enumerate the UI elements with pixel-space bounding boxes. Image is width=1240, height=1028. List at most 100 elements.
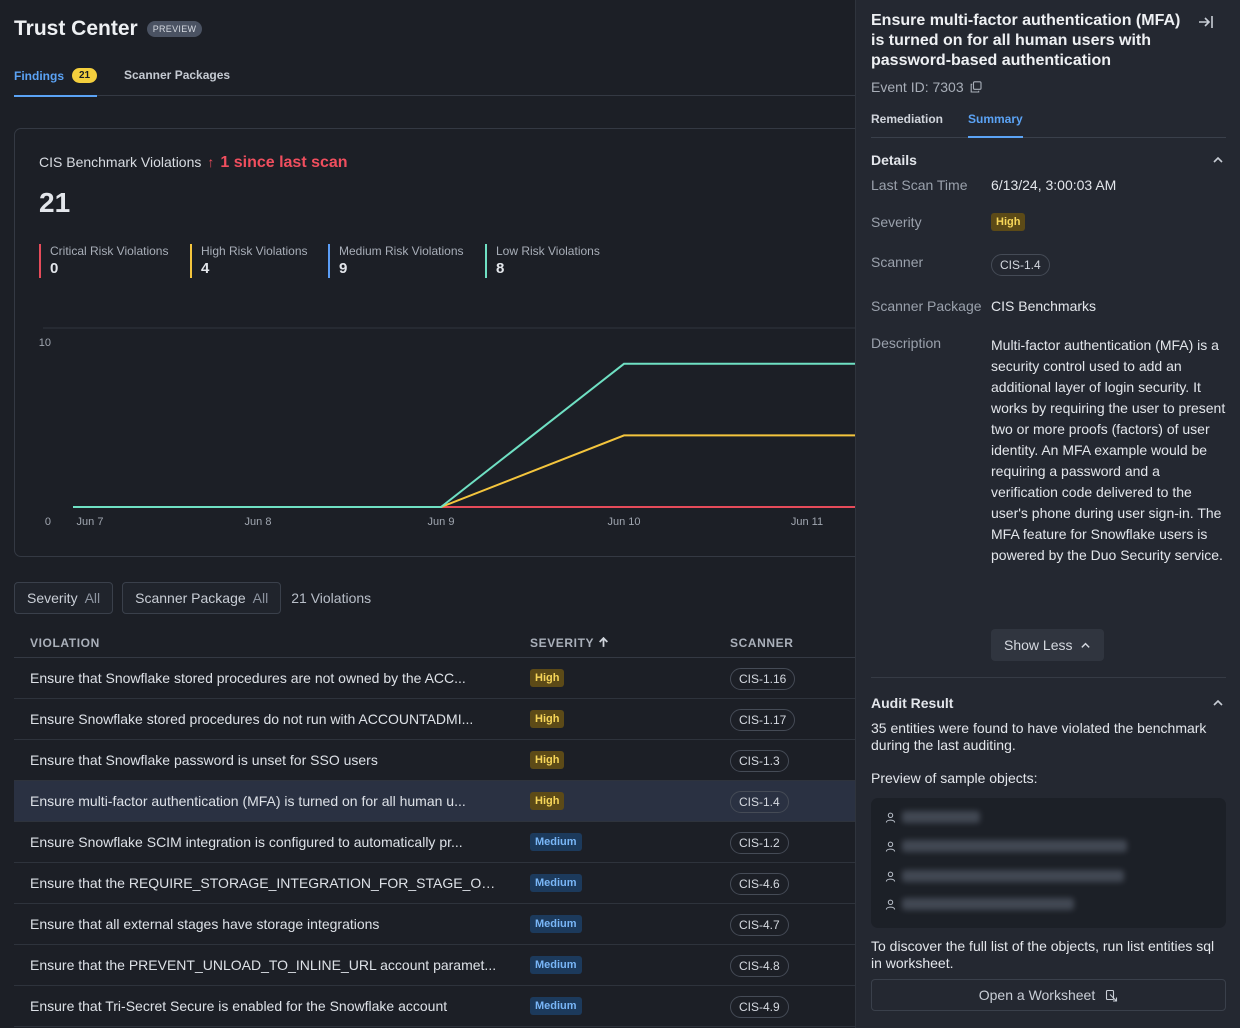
medium-risk-label: Medium Risk Violations (339, 244, 464, 258)
sample-object (885, 840, 1127, 852)
audit-summary-text: 35 entities were found to have violated … (871, 720, 1207, 753)
preview-label: Preview of sample objects: (871, 770, 1038, 786)
severity-filter[interactable]: Severity All (14, 582, 114, 614)
detail-panel: Ensure multi-factor authentication (MFA)… (855, 0, 1240, 1028)
chevron-up-icon (1081, 642, 1091, 648)
column-header-violation[interactable]: VIOLATION (30, 636, 100, 650)
medium-risk-stat: Medium Risk Violations 9 (328, 244, 464, 278)
sample-objects-list (871, 798, 1226, 928)
scanner-badge: CIS-4.9 (730, 996, 789, 1018)
violation-title: Ensure that Tri-Secret Secure is enabled… (30, 998, 448, 1014)
since-last-scan: 1 since last scan (220, 154, 348, 171)
user-icon (885, 812, 896, 823)
violation-title: Ensure that the REQUIRE_STORAGE_INTEGRAT… (30, 875, 500, 891)
title-row: Trust Center PREVIEW (14, 17, 203, 41)
tab-findings[interactable]: Findings 21 (14, 68, 98, 97)
severity-badge: Medium (530, 956, 582, 974)
scanner-badge: CIS-1.16 (730, 668, 796, 690)
filter-bar: Severity All Scanner Package All 21 Viol… (14, 582, 371, 614)
event-id-text: Event ID: 7303 (871, 79, 964, 95)
severity-badge: High (530, 710, 565, 728)
scanner-package-label: Scanner Package (871, 298, 982, 314)
table-row[interactable]: Ensure multi-factor authentication (MFA)… (14, 781, 855, 822)
violations-table: VIOLATION SEVERITY SCANNER Ensure that S… (14, 626, 855, 1027)
severity-label: Severity (871, 214, 922, 230)
sample-object (885, 811, 980, 823)
details-section-header[interactable]: Details (871, 152, 1226, 168)
critical-risk-stat: Critical Risk Violations 0 (39, 244, 168, 278)
high-risk-stat: High Risk Violations 4 (190, 244, 308, 278)
violation-title: Ensure that Snowflake stored procedures … (30, 670, 466, 686)
severity-badge: Medium (530, 997, 582, 1015)
severity-badge: High (530, 669, 565, 687)
redacted-object-name (902, 870, 1124, 882)
description-text: Multi-factor authentication (MFA) is a s… (991, 337, 1226, 563)
chevron-up-icon[interactable] (1212, 697, 1224, 709)
table-row[interactable]: Ensure that the PREVENT_UNLOAD_TO_INLINE… (14, 945, 855, 986)
page-title: Trust Center (14, 17, 138, 40)
scanner-badge: CIS-4.8 (730, 955, 789, 977)
violation-title: Ensure that all external stages have sto… (30, 916, 380, 932)
preview-badge: PREVIEW (146, 21, 203, 37)
details-heading: Details (871, 152, 917, 168)
medium-risk-value: 9 (339, 260, 348, 277)
scanner-badge: CIS-1.4 (730, 791, 789, 813)
x-tick-label: Jun 10 (607, 516, 640, 528)
column-header-scanner[interactable]: SCANNER (730, 636, 794, 650)
table-row[interactable]: Ensure Snowflake SCIM integration is con… (14, 822, 855, 863)
show-less-button[interactable]: Show Less (991, 629, 1105, 661)
open-worksheet-button[interactable]: Open a Worksheet (871, 979, 1226, 1011)
violation-title: Ensure that Snowflake password is unset … (30, 752, 378, 768)
severity-badge: High (530, 751, 565, 769)
high-risk-value: 4 (201, 260, 210, 277)
table-row[interactable]: Ensure that Snowflake password is unset … (14, 740, 855, 781)
severity-filter-value: All (84, 590, 101, 606)
copy-icon[interactable] (970, 81, 982, 93)
sample-object (885, 870, 1124, 882)
description-label: Description (871, 335, 942, 351)
findings-count-badge: 21 (72, 68, 98, 83)
series-line (73, 362, 855, 508)
severity-badge: High (530, 792, 565, 810)
chevron-up-icon[interactable] (1212, 154, 1224, 166)
table-row[interactable]: Ensure that the REQUIRE_STORAGE_INTEGRAT… (14, 863, 855, 904)
redacted-object-name (902, 840, 1127, 852)
audit-section-header[interactable]: Audit Result (871, 695, 1226, 711)
table-body: Ensure that Snowflake stored procedures … (14, 658, 855, 1027)
violation-title: Ensure multi-factor authentication (MFA)… (30, 793, 466, 809)
column-header-severity[interactable]: SEVERITY (530, 636, 609, 650)
violation-title: Ensure that the PREVENT_UNLOAD_TO_INLINE… (30, 957, 497, 973)
severity-badge: High (991, 213, 1026, 231)
table-row[interactable]: Ensure that Tri-Secret Secure is enabled… (14, 986, 855, 1027)
violation-title: Ensure Snowflake stored procedures do no… (30, 711, 474, 727)
severity-badge: Medium (530, 915, 582, 933)
scanner-badge: CIS-1.4 (991, 254, 1050, 276)
collapse-panel-icon[interactable] (1196, 12, 1216, 32)
scanner-badge: CIS-1.3 (730, 750, 789, 772)
series-line (73, 434, 855, 508)
low-risk-value: 8 (496, 260, 505, 277)
tab-bar: Findings 21 Scanner Packages (14, 64, 855, 97)
summary-card: CIS Benchmark Violations ↑ 1 since last … (14, 128, 855, 557)
tab-summary[interactable]: Summary (968, 112, 1023, 138)
tab-remediation[interactable]: Remediation (871, 112, 944, 126)
x-tick-label: Jun 9 (428, 516, 455, 528)
table-row[interactable]: Ensure Snowflake stored procedures do no… (14, 699, 855, 740)
scanner-badge: CIS-1.17 (730, 709, 796, 731)
high-risk-label: High Risk Violations (201, 244, 308, 258)
table-row[interactable]: Ensure that all external stages have sto… (14, 904, 855, 945)
violations-count: 21 Violations (291, 590, 372, 606)
y-tick-label: 10 (39, 337, 51, 349)
show-less-label: Show Less (1004, 637, 1073, 653)
violation-title: Ensure Snowflake SCIM integration is con… (30, 834, 463, 850)
scanner-badge: CIS-4.7 (730, 914, 789, 936)
summary-header: CIS Benchmark Violations ↑ 1 since last … (39, 154, 348, 172)
scanner-package-filter[interactable]: Scanner Package All (122, 582, 282, 614)
x-tick-label: Jun 11 (791, 516, 823, 528)
sample-object (885, 898, 1074, 910)
table-header: VIOLATION SEVERITY SCANNER (14, 626, 855, 658)
tab-scanner-packages[interactable]: Scanner Packages (124, 68, 230, 82)
table-row[interactable]: Ensure that Snowflake stored procedures … (14, 658, 855, 699)
last-scan-value: 6/13/24, 3:00:03 AM (991, 177, 1117, 193)
